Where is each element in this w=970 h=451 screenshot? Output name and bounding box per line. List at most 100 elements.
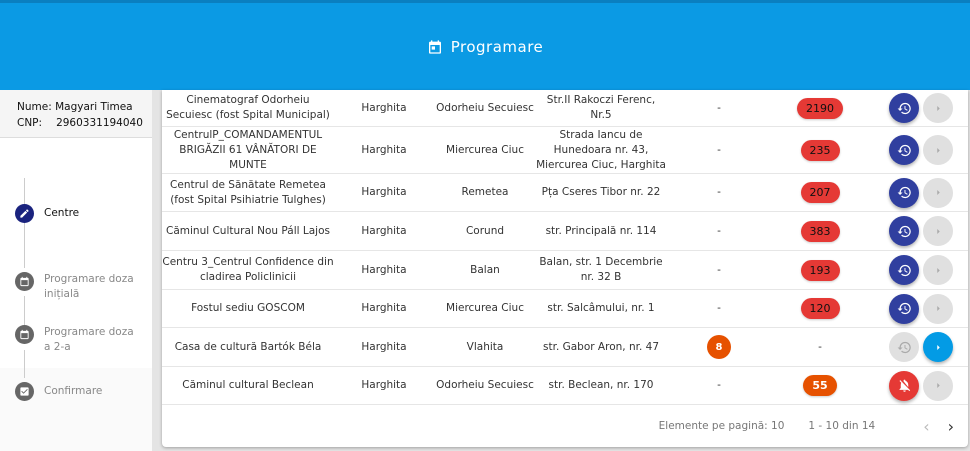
dose2-badge: 383 xyxy=(800,220,840,242)
centre-name: Casa de cultură Bartók Béla xyxy=(174,340,322,353)
dose1-value: - xyxy=(717,379,721,391)
county: Harghita xyxy=(361,340,407,353)
dose2-badge: 193 xyxy=(800,259,840,281)
county: Harghita xyxy=(361,224,407,237)
county: Harghita xyxy=(361,186,407,198)
county: Harghita xyxy=(361,143,407,156)
centre-name: CentrulP_COMANDAMENTUL BRIGĂZII 61 VÂNĂT… xyxy=(173,128,323,171)
city: Miercurea Ciuc xyxy=(446,302,524,314)
stepper: Centre Programare doza inițială Programa… xyxy=(0,138,152,401)
next-button xyxy=(923,93,953,123)
app-header: Programare xyxy=(0,0,970,90)
table-row: Căminul cultural Beclean Harghita Odorhe… xyxy=(162,367,968,405)
address: str. Beclean, nr. 170 xyxy=(548,379,654,391)
table-row: Cinematograf Odorheiu Secuiesc (fost Spi… xyxy=(162,90,968,127)
step-confirmare[interactable]: Confirmare xyxy=(15,382,139,401)
calendar-icon xyxy=(428,39,441,54)
address: Balan, str. 1 Decembrie nr. 32 B xyxy=(539,256,663,283)
address: Strada Iancu de Hunedoara nr. 43, Miercu… xyxy=(536,128,666,171)
dose1-value: - xyxy=(717,101,721,114)
paginator: Elemente pe pagină: 10 1 - 10 din 14 ‹ › xyxy=(162,405,968,447)
city: Miercurea Ciuc xyxy=(446,143,524,156)
dose1-badge: 8 xyxy=(707,335,731,359)
name-label: Nume: xyxy=(17,101,52,113)
dose2-badge: 55 xyxy=(803,375,837,396)
sidebar: Nume: Magyari Timea CNP: 2960331194040 Ce… xyxy=(0,90,152,451)
dose2-badge: 120 xyxy=(800,298,840,319)
table-row: Căminul Cultural Nou Páll Lajos Harghita… xyxy=(162,212,968,251)
cnp-label: CNP: xyxy=(17,117,43,129)
table-row: Casa de cultură Bartók Béla Harghita Vla… xyxy=(162,328,968,367)
user-name: Magyari Timea xyxy=(55,101,133,113)
city: Vlahita xyxy=(466,340,504,353)
page-range: 1 - 10 din 14 xyxy=(808,420,876,432)
table-row: Fostul sediu GOSCOM Harghita Miercurea C… xyxy=(162,290,968,328)
next-button[interactable] xyxy=(923,332,953,362)
address: str. Principală nr. 114 xyxy=(545,224,657,237)
centre-name: Fostul sediu GOSCOM xyxy=(191,302,305,314)
address: str. Gabor Aron, nr. 47 xyxy=(543,340,659,353)
history-icon xyxy=(889,332,919,362)
centre-name: Căminul Cultural Nou Páll Lajos xyxy=(166,224,330,237)
step-doza-initiala[interactable]: Programare doza inițială xyxy=(15,272,139,302)
city: Corund xyxy=(465,224,505,237)
history-icon[interactable] xyxy=(889,255,919,285)
table-row: CentrulP_COMANDAMENTUL BRIGĂZII 61 VÂNĂT… xyxy=(162,127,968,174)
dose1-value: - xyxy=(717,186,721,198)
step-label: Centre xyxy=(44,207,80,219)
page-title: Programare xyxy=(450,37,544,56)
user-info: Nume: Magyari Timea CNP: 2960331194040 xyxy=(0,90,152,138)
step-doza-2[interactable]: Programare doza a 2-a xyxy=(15,325,139,355)
centres-table: Cinematograf Odorheiu Secuiesc (fost Spi… xyxy=(162,90,968,447)
next-button xyxy=(923,177,953,208)
history-icon[interactable] xyxy=(889,135,919,165)
county: Harghita xyxy=(361,101,407,114)
chevron-left-icon[interactable]: ‹ xyxy=(923,416,930,436)
step-label: Programare doza a 2-a xyxy=(44,326,134,353)
city: Odorheiu Secuiesc xyxy=(436,101,534,114)
step-label: Confirmare xyxy=(44,385,103,397)
dose1-value: - xyxy=(717,224,721,237)
next-button xyxy=(923,216,953,246)
city: Odorheiu Secuiesc xyxy=(436,379,534,391)
city: Balan xyxy=(470,263,500,276)
history-icon[interactable] xyxy=(889,93,919,123)
history-icon[interactable] xyxy=(889,293,919,324)
centre-name: Cinematograf Odorheiu Secuiesc (fost Spi… xyxy=(166,94,330,121)
dose2-badge: 2190 xyxy=(797,97,843,119)
step-connector xyxy=(24,350,25,378)
chevron-right-icon[interactable]: › xyxy=(947,416,954,436)
calendar-icon xyxy=(15,325,34,344)
history-icon[interactable] xyxy=(889,177,919,208)
address: Str.II Rakoczi Ferenc, Nr.5 xyxy=(546,94,656,121)
centre-name: Căminul cultural Beclean xyxy=(182,379,314,391)
next-button xyxy=(923,135,953,165)
checkbox-icon xyxy=(15,382,34,401)
next-button xyxy=(923,255,953,285)
centre-name: Centrul de Sănătate Remetea (fost Spital… xyxy=(170,178,326,206)
step-connector xyxy=(24,178,25,268)
county: Harghita xyxy=(361,379,407,391)
step-connector xyxy=(24,296,25,332)
step-centre[interactable]: Centre xyxy=(15,204,139,223)
address: Pța Cseres Tibor nr. 22 xyxy=(541,186,661,198)
table-row: Centrul de Sănătate Remetea (fost Spital… xyxy=(162,174,968,212)
dose2-value: - xyxy=(818,340,822,353)
county: Harghita xyxy=(361,302,407,314)
next-button xyxy=(923,370,953,401)
step-label: Programare doza inițială xyxy=(44,273,134,300)
calendar-icon xyxy=(15,272,34,291)
city: Remetea xyxy=(461,186,509,198)
user-cnp: 2960331194040 xyxy=(56,117,143,129)
county: Harghita xyxy=(361,263,407,276)
address: str. Salcâmului, nr. 1 xyxy=(547,302,655,314)
dose1-value: - xyxy=(717,302,721,314)
dose1-value: - xyxy=(717,263,721,276)
bell-off-icon[interactable] xyxy=(889,370,919,401)
pencil-icon xyxy=(15,204,34,223)
history-icon[interactable] xyxy=(889,216,919,246)
centre-name: Centru 3_Centrul Confidence din cladirea… xyxy=(162,256,334,283)
dose1-value: - xyxy=(717,143,721,156)
items-per-page[interactable]: Elemente pe pagină: 10 xyxy=(658,420,785,432)
table-row: Centru 3_Centrul Confidence din cladirea… xyxy=(162,251,968,290)
